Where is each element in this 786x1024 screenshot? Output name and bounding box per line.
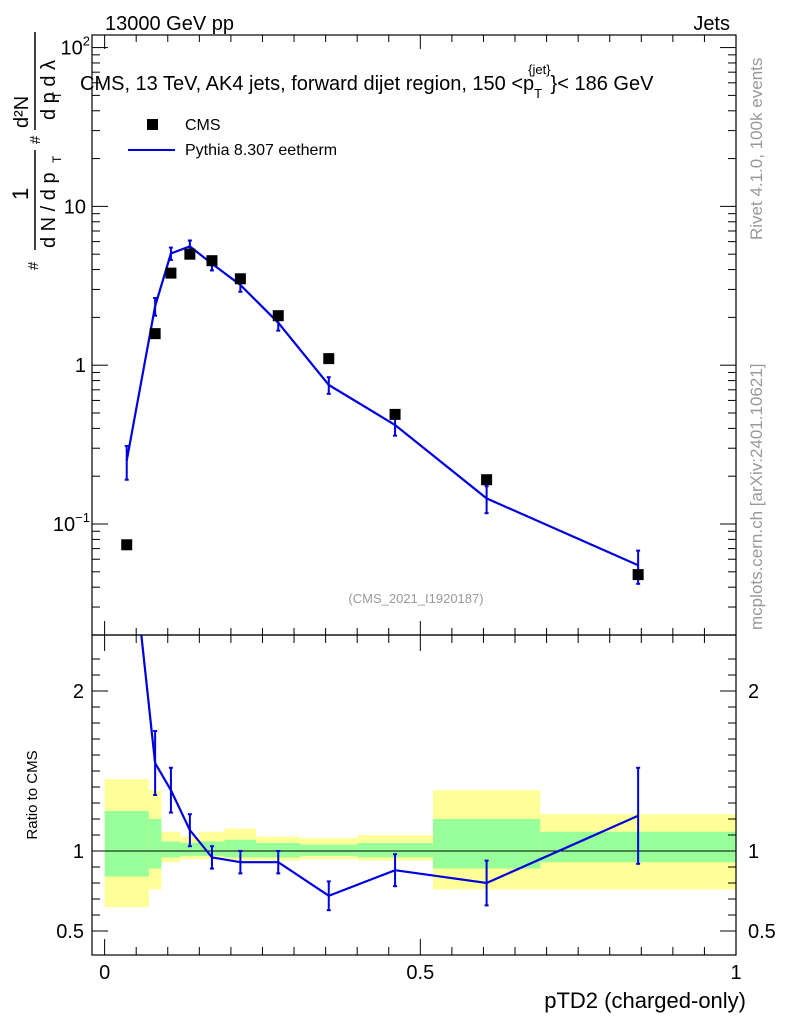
ratio-frame xyxy=(91,634,737,956)
title-sub: T xyxy=(534,86,542,101)
ylabel-num2: d²N xyxy=(11,96,33,128)
cms-data-point xyxy=(389,408,401,420)
ylabel-frac-den: d N / d p xyxy=(38,172,60,248)
pythia-line xyxy=(125,245,639,567)
title-tail: }< 186 GeV xyxy=(551,73,655,95)
y-tick-label: 102 xyxy=(61,34,90,60)
y-tick-label-base: 10 xyxy=(61,38,83,60)
cms-data-point xyxy=(481,474,493,486)
main-title: CMS, 13 TeV, AK4 jets, forward dijet reg… xyxy=(80,62,654,101)
header-right: Jets xyxy=(693,13,730,35)
ylabel-frac-num: 1 xyxy=(8,188,33,200)
uncertainty-band-green xyxy=(300,844,358,856)
y-tick-label-exp: −1 xyxy=(75,510,90,525)
y-tick-label-exp: 2 xyxy=(83,34,90,49)
ratio-y-tick-label-right: 1 xyxy=(748,841,759,863)
ratio-ylabel: Ratio to CMS xyxy=(24,750,41,839)
legend-cms-marker xyxy=(147,119,158,130)
ylabel-den2: d p d λ xyxy=(38,60,60,120)
title-sup: {jet} xyxy=(528,62,551,77)
cms-data-point xyxy=(121,539,133,551)
y-tick-label: 10−1 xyxy=(53,510,90,536)
ratio-y-tick-label: 2 xyxy=(73,681,84,703)
y-tick-label-base: 10 xyxy=(53,514,75,536)
ratio-y-tick-label-right: 0.5 xyxy=(748,921,776,943)
cms-data-point xyxy=(184,248,196,260)
uncertainty-band-green xyxy=(224,839,257,858)
ratio-plot: 0.5 0.5 1 1 2 2 0 0.5 1 Ratio to CMS pTD2 (charg… xyxy=(24,634,776,1013)
cms-data-point xyxy=(234,273,246,285)
cms-data-point xyxy=(323,353,335,365)
ylabel-den2-sub: T xyxy=(50,91,64,99)
x-tick-label: 0 xyxy=(99,962,110,984)
uncertainty-band-green xyxy=(357,843,433,858)
ylabel-den-sub: T xyxy=(50,155,64,163)
x-tick-label: 0.5 xyxy=(406,962,434,984)
main-ylabel: # 1 d N / d p T # d²N d p d λ T xyxy=(8,32,64,270)
source-label: mcplots.cern.ch [arXiv:2401.10621] xyxy=(747,364,766,630)
cms-data-point xyxy=(206,255,218,267)
ylabel-hash: # xyxy=(25,261,42,270)
title-main: CMS, 13 TeV, AK4 jets, forward dijet reg… xyxy=(80,73,534,95)
cms-data-point xyxy=(272,310,284,322)
ratio-y-tick-label-right: 2 xyxy=(748,681,759,703)
x-axis-label: pTD2 (charged-only) xyxy=(544,988,746,1013)
x-tick-label: 1 xyxy=(730,962,741,984)
legend-cms-label: CMS xyxy=(185,117,221,134)
rivet-label: Rivet 4.1.0, 100k events xyxy=(747,58,766,240)
cms-data-point xyxy=(165,267,177,279)
header-left: 13000 GeV pp xyxy=(105,13,234,35)
uncertainty-band-green xyxy=(180,843,200,856)
legend-pythia-label: Pythia 8.307 eetherm xyxy=(185,142,337,159)
ratio-y-tick-label: 1 xyxy=(73,841,84,863)
ratio-y-tick-label: 0.5 xyxy=(56,921,84,943)
ratio-series-group xyxy=(140,635,641,912)
cms-data-point xyxy=(632,569,644,581)
watermark: (CMS_2021_I1920187) xyxy=(348,591,483,606)
uncertainty-band-green xyxy=(161,841,181,858)
ylabel-hash2: # xyxy=(27,135,44,144)
uncertainty-band-green xyxy=(148,819,162,869)
uncertainty-band-green xyxy=(104,811,149,877)
y-tick-label: 10 xyxy=(64,196,86,218)
y-tick-label: 1 xyxy=(75,355,86,377)
cms-data-point xyxy=(149,328,161,340)
